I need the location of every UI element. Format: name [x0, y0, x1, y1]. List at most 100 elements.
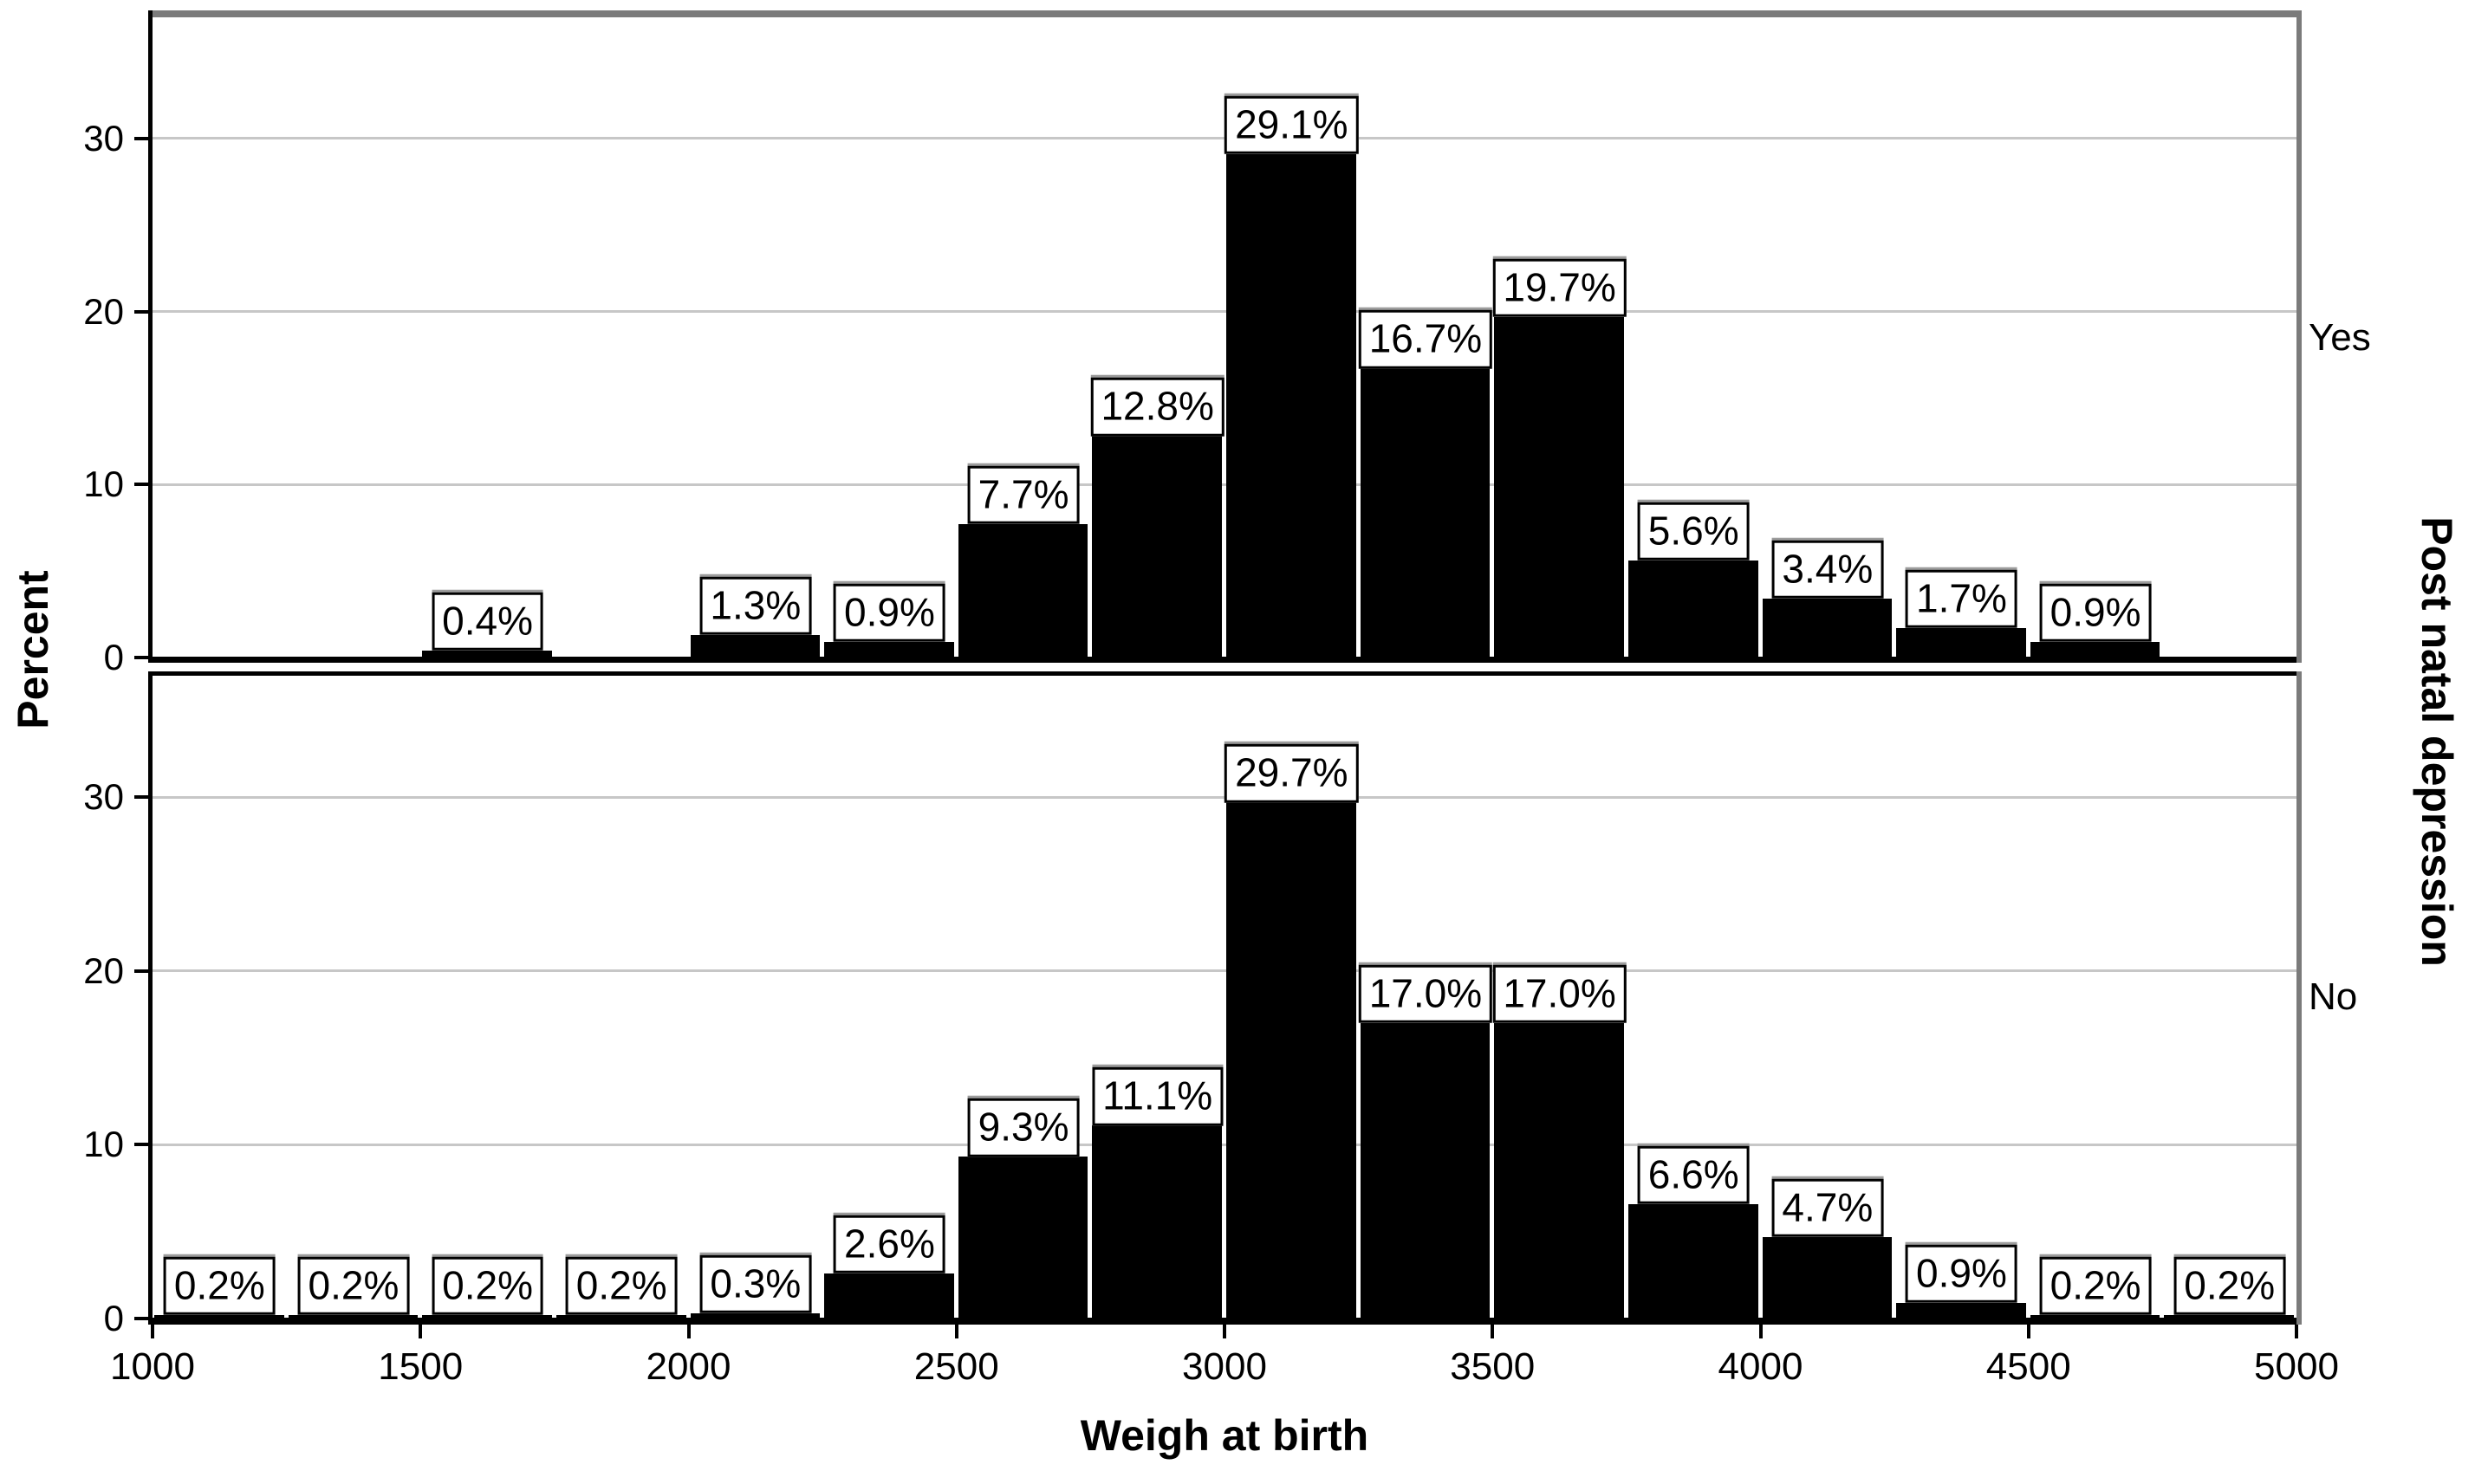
x-tick-label: 2000: [646, 1345, 731, 1388]
y-tick: [134, 1317, 148, 1320]
y-tick-label: 20: [83, 949, 124, 991]
gridline-30: [153, 795, 2296, 799]
x-axis-line: [148, 657, 2302, 663]
panel-variable-title: Post natal depression: [2413, 516, 2461, 967]
bar-value-label: 0.2%: [297, 1256, 410, 1315]
y-tick-label: 10: [83, 1124, 124, 1165]
x-tick: [1491, 1325, 1495, 1338]
bar-value-label: 2.6%: [834, 1215, 945, 1273]
bar-value-label: 3.4%: [1771, 540, 1884, 599]
histogram-bar: [1627, 561, 1758, 658]
histogram-bar: [2030, 642, 2160, 658]
x-tick-label: 1500: [378, 1345, 464, 1388]
x-tick: [2295, 1325, 2298, 1338]
histogram-bar: [690, 635, 821, 658]
histogram-bar: [1896, 628, 2026, 658]
x-tick: [1223, 1325, 1226, 1338]
x-tick-label: 4500: [1985, 1345, 2071, 1388]
histogram-bar: [555, 1314, 686, 1319]
panel-right-frame: [2296, 10, 2302, 663]
histogram-bar: [1226, 153, 1356, 658]
gridline-30: [153, 137, 2296, 140]
x-axis-line: [148, 1318, 2302, 1325]
bar-value-label: 11.1%: [1092, 1067, 1224, 1126]
y-tick: [134, 1143, 148, 1147]
y-tick: [134, 969, 148, 973]
histogram-bar: [1896, 1302, 2026, 1319]
x-tick-label: 2500: [913, 1345, 999, 1388]
panel-top-frame: [148, 10, 2302, 17]
x-tick: [1758, 1325, 1763, 1338]
histogram-bar: [2030, 1314, 2160, 1319]
y-tick: [134, 656, 148, 659]
histogram-bar: [958, 1157, 1088, 1319]
gridline-10: [153, 483, 2296, 486]
bar-value-label: 16.7%: [1358, 310, 1493, 369]
bar-value-label: 5.6%: [1637, 502, 1750, 561]
x-tick-label: 3000: [1182, 1345, 1267, 1388]
histogram-bar: [690, 1312, 821, 1319]
x-tick: [2026, 1325, 2030, 1338]
y-tick-label: 20: [83, 290, 124, 332]
panel-category-label: Yes: [2309, 315, 2371, 359]
bar-value-label: 4.7%: [1771, 1178, 1884, 1237]
histogram-bar: [154, 1314, 284, 1319]
y-tick-label: 0: [103, 1298, 124, 1338]
y-tick: [134, 136, 148, 140]
panel-right-frame: [2296, 671, 2302, 1325]
y-axis-line: [148, 671, 153, 1325]
bar-value-label: 17.0%: [1492, 964, 1627, 1024]
bar-value-label: 19.7%: [1492, 258, 1627, 317]
histogram-bar: [1226, 802, 1356, 1319]
histogram-bar: [1494, 316, 1624, 658]
y-axis-line: [148, 10, 153, 663]
x-tick: [419, 1325, 423, 1338]
histogram-bar: [1762, 1236, 1893, 1319]
x-tick-label: 5000: [2254, 1345, 2339, 1388]
x-axis-title: Weigh at birth: [1080, 1411, 1369, 1460]
bar-value-label: 9.3%: [967, 1098, 1080, 1157]
y-tick: [134, 483, 148, 487]
bar-value-label: 0.9%: [834, 583, 945, 643]
bar-value-label: 0.2%: [163, 1256, 276, 1315]
bar-value-label: 0.2%: [2173, 1256, 2286, 1315]
bar-value-label: 1.3%: [699, 576, 812, 636]
histogram-bar: [824, 642, 954, 658]
x-tick-label: 1000: [110, 1345, 195, 1388]
x-tick-label: 4000: [1718, 1345, 1803, 1388]
bar-value-label: 0.2%: [2039, 1256, 2152, 1315]
histogram-bar: [958, 524, 1088, 658]
bar-value-label: 1.7%: [1906, 569, 2017, 629]
histogram-bar: [288, 1314, 419, 1319]
bar-value-label: 0.2%: [432, 1256, 543, 1315]
bar-value-label: 0.4%: [432, 592, 543, 651]
histogram-bar: [422, 1314, 552, 1319]
gridline-20: [153, 310, 2296, 314]
panel-category-label: No: [2309, 975, 2358, 1018]
bar-value-label: 12.8%: [1090, 378, 1225, 437]
bar-value-label: 0.9%: [2039, 583, 2152, 643]
histogram-bar: [1360, 368, 1491, 658]
histogram-bar: [1762, 599, 1893, 658]
histogram-bar: [1092, 1125, 1222, 1319]
gridline-10: [153, 1143, 2296, 1146]
y-tick: [134, 795, 148, 800]
bar-value-label: 0.2%: [565, 1256, 678, 1315]
bar-value-label: 0.3%: [699, 1254, 812, 1313]
x-tick: [686, 1325, 691, 1338]
y-tick-label: 10: [83, 463, 124, 505]
y-tick-label: 30: [83, 776, 124, 818]
histogram-bar: [824, 1273, 954, 1319]
x-tick-label: 3500: [1450, 1345, 1536, 1388]
bar-value-label: 17.0%: [1358, 964, 1493, 1024]
y-axis-title: Percent: [9, 570, 57, 729]
y-tick-label: 0: [103, 637, 124, 677]
histogram-bar: [1092, 436, 1222, 658]
histogram-bar: [1494, 1023, 1624, 1319]
bar-value-label: 29.1%: [1225, 95, 1359, 154]
bar-value-label: 6.6%: [1637, 1145, 1750, 1204]
x-tick: [954, 1325, 958, 1338]
histogram-bar: [1627, 1203, 1758, 1319]
bar-value-label: 29.7%: [1225, 744, 1359, 803]
